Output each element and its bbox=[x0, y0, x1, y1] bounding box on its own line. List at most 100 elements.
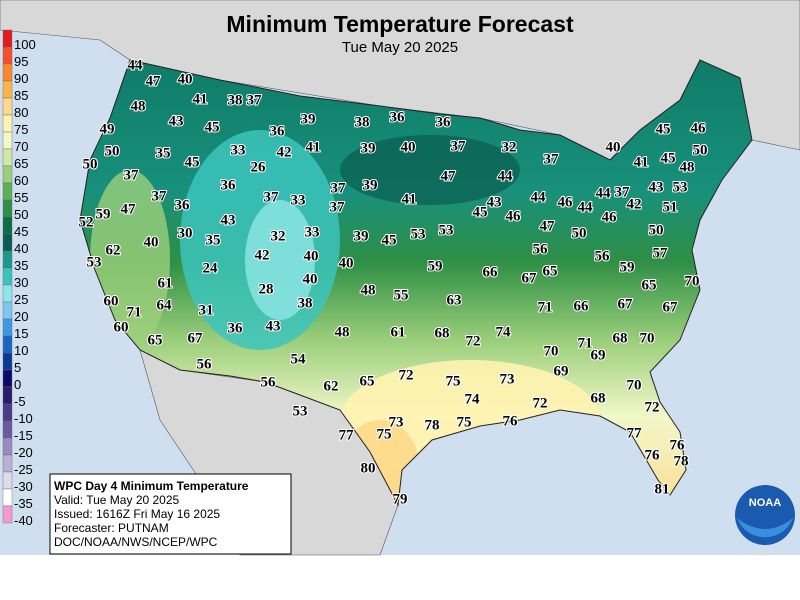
temperature-label: 68 bbox=[591, 390, 606, 406]
legend-label: 0 bbox=[14, 377, 21, 392]
temperature-label: 62 bbox=[324, 378, 339, 394]
temperature-label: 50 bbox=[572, 225, 587, 241]
temperature-label: 50 bbox=[649, 222, 664, 238]
temperature-label: 24 bbox=[203, 260, 219, 276]
temperature-label: 56 bbox=[197, 356, 213, 372]
temperature-label: 35 bbox=[156, 145, 171, 161]
legend-label: 10 bbox=[14, 343, 28, 358]
temperature-label: 59 bbox=[428, 258, 443, 274]
temperature-label: 67 bbox=[522, 270, 538, 286]
temperature-label: 40 bbox=[144, 234, 159, 250]
temperature-label: 40 bbox=[401, 139, 416, 155]
info-line: Valid: Tue May 20 2025 bbox=[54, 493, 180, 507]
temperature-label: 60 bbox=[104, 293, 119, 309]
legend-label: -35 bbox=[14, 496, 33, 511]
temperature-label: 56 bbox=[533, 241, 549, 257]
temperature-label: 78 bbox=[425, 417, 440, 433]
temperature-label: 49 bbox=[100, 121, 115, 137]
temperature-label: 32 bbox=[502, 139, 517, 155]
temperature-label: 44 bbox=[596, 185, 612, 201]
legend-swatch bbox=[2, 29, 13, 48]
temperature-label: 53 bbox=[293, 403, 308, 419]
temperature-label: 76 bbox=[670, 437, 686, 453]
temperature-label: 41 bbox=[306, 139, 321, 155]
temperature-label: 44 bbox=[531, 189, 547, 205]
temperature-label: 33 bbox=[291, 192, 306, 208]
temperature-label: 78 bbox=[674, 453, 689, 469]
temperature-label: 37 bbox=[124, 167, 140, 183]
temperature-label: 36 bbox=[221, 177, 237, 193]
temperature-label: 42 bbox=[255, 247, 270, 263]
map-subtitle: Tue May 20 2025 bbox=[342, 39, 458, 56]
temperature-label: 77 bbox=[339, 427, 355, 443]
info-line: DOC/NOAA/NWS/NCEP/WPC bbox=[54, 535, 218, 549]
legend-label: 40 bbox=[14, 241, 28, 256]
legend-swatch bbox=[2, 148, 13, 167]
temperature-label: 68 bbox=[613, 330, 628, 346]
legend-swatch bbox=[2, 369, 13, 388]
temperature-label: 75 bbox=[457, 414, 472, 430]
temperature-label: 45 bbox=[382, 232, 397, 248]
temperature-label: 40 bbox=[303, 271, 318, 287]
temperature-label: 60 bbox=[114, 319, 129, 335]
noaa-logo-text: NOAA bbox=[749, 497, 781, 509]
legend-label: -5 bbox=[14, 394, 26, 409]
temperature-label: 40 bbox=[606, 139, 621, 155]
temperature-label: 26 bbox=[251, 159, 267, 175]
temperature-label: 42 bbox=[627, 196, 642, 212]
legend-swatch bbox=[2, 488, 13, 507]
temperature-label: 61 bbox=[158, 275, 173, 291]
temperature-label: 36 bbox=[436, 114, 452, 130]
temperature-label: 76 bbox=[503, 413, 519, 429]
legend-label: 70 bbox=[14, 139, 28, 154]
legend-swatch bbox=[2, 233, 13, 252]
temperature-label: 65 bbox=[642, 277, 657, 293]
temperature-label: 52 bbox=[79, 214, 94, 230]
legend-label: 15 bbox=[14, 326, 28, 341]
temperature-label: 67 bbox=[188, 330, 204, 346]
temperature-label: 48 bbox=[680, 159, 695, 175]
temperature-label: 70 bbox=[640, 330, 655, 346]
temperature-label: 45 bbox=[661, 150, 676, 166]
temperature-label: 41 bbox=[193, 91, 208, 107]
legend-swatch bbox=[2, 97, 13, 116]
legend-label: 80 bbox=[14, 105, 28, 120]
temperature-label: 65 bbox=[148, 332, 163, 348]
legend-swatch bbox=[2, 301, 13, 320]
temperature-label: 39 bbox=[354, 228, 369, 244]
temperature-label: 28 bbox=[259, 281, 274, 297]
temperature-label: 71 bbox=[578, 335, 593, 351]
temperature-label: 45 bbox=[656, 121, 671, 137]
temperature-label: 65 bbox=[360, 373, 375, 389]
temperature-label: 37 bbox=[330, 199, 346, 215]
temperature-label: 41 bbox=[402, 191, 417, 207]
temperature-label: 37 bbox=[615, 184, 631, 200]
temperature-label: 38 bbox=[228, 92, 243, 108]
legend-swatch bbox=[2, 318, 13, 337]
legend-swatch bbox=[2, 131, 13, 150]
temperature-label: 65 bbox=[543, 263, 558, 279]
temperature-label: 69 bbox=[591, 347, 606, 363]
temperature-label: 73 bbox=[500, 371, 515, 387]
temperature-label: 39 bbox=[361, 140, 376, 156]
temperature-label: 38 bbox=[298, 295, 313, 311]
legend-swatch bbox=[2, 352, 13, 371]
info-line: Issued: 1616Z Fri May 16 2025 bbox=[54, 507, 220, 521]
temperature-label: 46 bbox=[691, 120, 707, 136]
temperature-label: 33 bbox=[305, 224, 320, 240]
temperature-label: 63 bbox=[447, 292, 462, 308]
temperature-label: 43 bbox=[266, 318, 281, 334]
legend-swatch bbox=[2, 386, 13, 405]
legend-swatch bbox=[2, 46, 13, 65]
legend-swatch bbox=[2, 114, 13, 133]
legend-label: 85 bbox=[14, 88, 28, 103]
temperature-label: 36 bbox=[390, 109, 406, 125]
temperature-label: 33 bbox=[231, 142, 246, 158]
temperature-label: 39 bbox=[363, 177, 378, 193]
temperature-label: 46 bbox=[602, 209, 618, 225]
legend-swatch bbox=[2, 454, 13, 473]
temperature-label: 53 bbox=[439, 222, 454, 238]
temperature-label: 80 bbox=[361, 460, 376, 476]
temperature-label: 41 bbox=[634, 154, 649, 170]
